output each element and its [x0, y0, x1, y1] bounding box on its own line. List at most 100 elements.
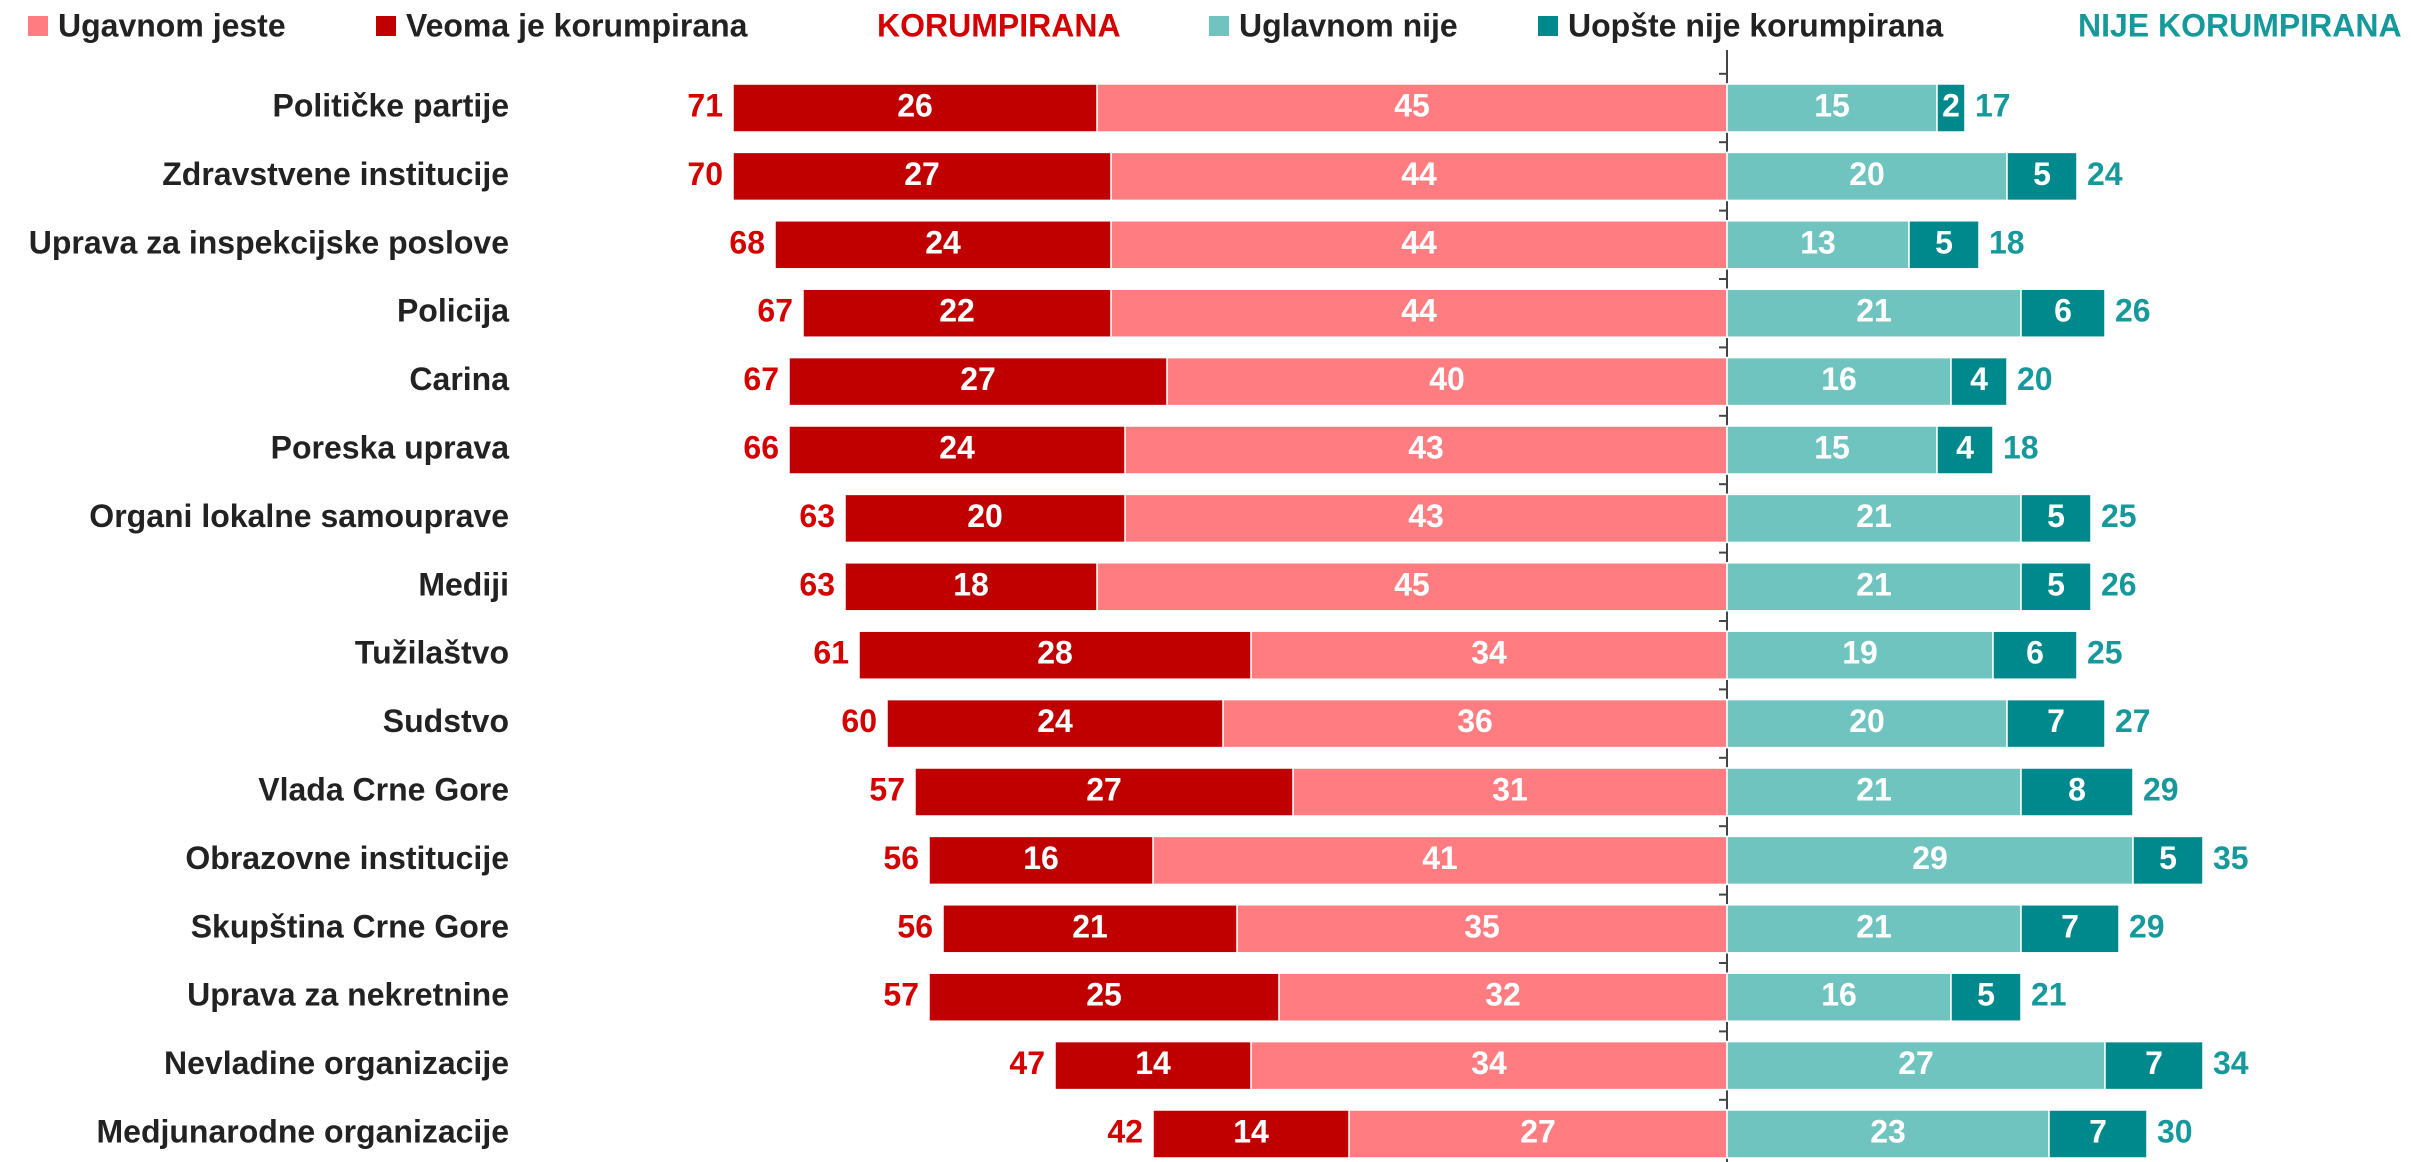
- bar-value-label: 18: [953, 566, 989, 602]
- legend-swatch: [28, 16, 48, 36]
- bar-segment: [1250, 1040, 1728, 1091]
- category-label: Mediji: [418, 566, 509, 602]
- legend-label: Uopšte nije korumpirana: [1568, 7, 1943, 43]
- bar-segment: [788, 356, 1168, 407]
- category-label: Sudstvo: [383, 703, 509, 739]
- bar-value-label: 5: [1977, 977, 1995, 1013]
- total-label: 61: [813, 635, 849, 671]
- total-label: 29: [2143, 771, 2179, 807]
- bar-value-label: 16: [1821, 977, 1857, 1013]
- total-label: 47: [1009, 1045, 1045, 1081]
- bar-value-label: 21: [1856, 293, 1892, 329]
- bar-segment: [1292, 767, 1728, 817]
- bar-value-label: 44: [1401, 224, 1437, 260]
- total-label: 68: [729, 224, 765, 260]
- bar-value-label: 21: [1856, 771, 1892, 807]
- bar-segment: [1726, 630, 1994, 680]
- bar-value-label: 7: [2047, 703, 2065, 739]
- bar-value-label: 21: [1072, 908, 1108, 944]
- total-label: 20: [2017, 361, 2053, 397]
- bar-value-label: 25: [1086, 977, 1122, 1013]
- bar-segment: [928, 835, 1154, 886]
- legend-swatch: [1209, 16, 1229, 36]
- bar-value-label: 21: [1856, 908, 1892, 944]
- bar-segment: [1726, 83, 1938, 133]
- bar-segment: [1222, 698, 1728, 749]
- category-label: Policija: [397, 293, 509, 329]
- bar-value-label: 14: [1233, 1113, 1269, 1149]
- bar-segment: [802, 288, 1112, 338]
- bar-value-label: 5: [2047, 498, 2065, 534]
- bar-segment: [844, 562, 1098, 612]
- category-label: Skupština Crne Gore: [191, 908, 509, 944]
- bar-segment: [1124, 425, 1728, 475]
- bar-value-label: 24: [925, 224, 961, 260]
- total-label: 63: [799, 566, 835, 602]
- bar-value-label: 5: [2033, 156, 2051, 192]
- bar-value-label: 45: [1394, 566, 1430, 602]
- bar-value-label: 16: [1821, 361, 1857, 397]
- bar-value-label: 28: [1037, 635, 1073, 671]
- bar-segment: [2048, 1109, 2148, 1159]
- bar-segment: [2020, 904, 2120, 954]
- bar-segment: [1726, 220, 1910, 270]
- bar-value-label: 19: [1842, 635, 1878, 671]
- total-label: 24: [2087, 156, 2123, 192]
- total-label: 27: [2115, 703, 2151, 739]
- bar-segment: [788, 425, 1126, 475]
- total-label: 57: [869, 771, 905, 807]
- bar-value-label: 22: [939, 293, 975, 329]
- bar-value-label: 15: [1814, 87, 1850, 123]
- total-label: 35: [2213, 840, 2249, 876]
- total-label: 25: [2087, 635, 2123, 671]
- bar-value-label: 20: [967, 498, 1003, 534]
- bar-value-label: 20: [1849, 156, 1885, 192]
- bar-value-label: 14: [1135, 1045, 1171, 1081]
- bar-segment: [1908, 220, 1980, 270]
- bar-segment: [858, 630, 1252, 680]
- bar-segment: [942, 904, 1238, 954]
- bar-segment: [1950, 356, 2008, 407]
- total-label: 56: [897, 908, 933, 944]
- bar-segment: [1992, 630, 2078, 680]
- bar-segment: [1054, 1040, 1252, 1091]
- bar-value-label: 6: [2054, 293, 2072, 329]
- bar-segment: [1110, 220, 1728, 270]
- bar-segment: [1726, 972, 1952, 1022]
- legend-label: Uglavnom nije: [1239, 7, 1458, 43]
- bar-segment: [2132, 835, 2204, 886]
- bar-value-label: 7: [2089, 1113, 2107, 1149]
- bar-segment: [1726, 425, 1938, 475]
- bar-segment: [2006, 151, 2078, 202]
- category-label: Vlada Crne Gore: [258, 771, 509, 807]
- total-label: 60: [841, 703, 877, 739]
- bar-segment: [1726, 1109, 2050, 1159]
- bar-value-label: 43: [1408, 498, 1444, 534]
- category-label: Obrazovne institucije: [185, 840, 509, 876]
- bar-segment: [1166, 356, 1728, 407]
- legend-swatch: [1538, 16, 1558, 36]
- bar-segment: [1726, 1040, 2106, 1091]
- total-label: 17: [1975, 87, 2011, 123]
- bar-segment: [2020, 767, 2134, 817]
- bar-value-label: 4: [1956, 429, 1974, 465]
- total-label: 63: [799, 498, 835, 534]
- bar-value-label: 41: [1422, 840, 1458, 876]
- bar-value-label: 6: [2026, 635, 2044, 671]
- bar-segment: [1726, 835, 2134, 886]
- bar-value-label: 44: [1401, 293, 1437, 329]
- total-label: 26: [2115, 293, 2151, 329]
- bar-segment: [2020, 493, 2092, 544]
- bar-segment: [1726, 698, 2008, 749]
- bar-value-label: 8: [2068, 771, 2086, 807]
- bar-segment: [732, 83, 1098, 133]
- category-label: Medjunarodne organizacije: [96, 1113, 509, 1149]
- legend-label: Veoma je korumpirana: [406, 7, 748, 43]
- bar-value-label: 27: [960, 361, 996, 397]
- bar-value-label: 7: [2145, 1045, 2163, 1081]
- category-label: Uprava za nekretnine: [187, 977, 509, 1013]
- category-label: Poreska uprava: [271, 429, 510, 465]
- total-label: 56: [883, 840, 919, 876]
- total-label: 42: [1107, 1113, 1143, 1149]
- legend-group-label: KORUMPIRANA: [877, 7, 1121, 43]
